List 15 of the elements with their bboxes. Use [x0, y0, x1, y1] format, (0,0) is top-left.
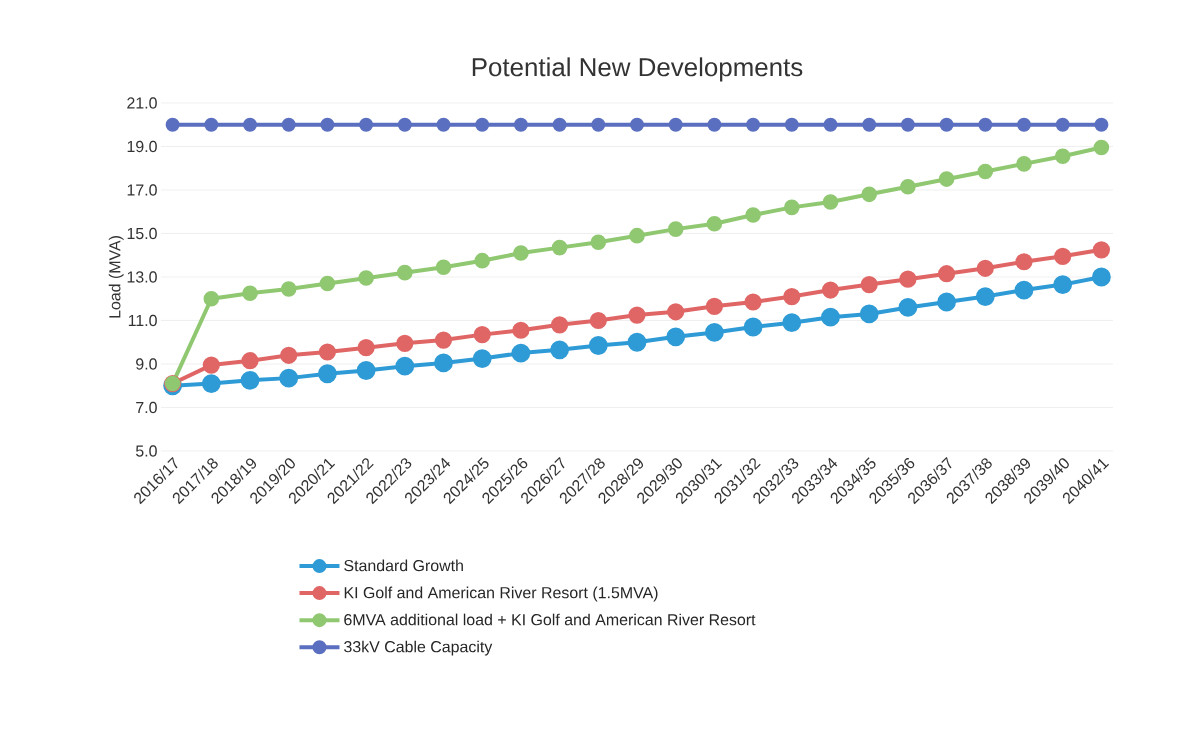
y-tick-label: 15.0: [127, 227, 157, 240]
y-tick-label: 11.0: [128, 314, 157, 327]
y-tick-label: 9.0: [136, 358, 157, 370]
legend-label: Standard Growth: [344, 559, 463, 572]
y-axis-title: Load (MVA): [108, 236, 124, 318]
y-tick-label: 19.0: [127, 140, 157, 153]
y-tick-label: 17.0: [127, 184, 157, 196]
legend-label: 6MVA additional load + KI Golf and American River Resort: [344, 613, 756, 626]
legend-label: KI Golf and American River Resort (1.5MVA): [344, 586, 658, 602]
y-tick-label: 13.0: [127, 271, 157, 283]
chart-title: Potential New Developments: [472, 57, 803, 82]
legend-label: 33kV Cable Capacity: [344, 640, 493, 656]
y-tick-label: 21.0: [127, 97, 157, 109]
y-tick-label: 5.0: [135, 445, 157, 457]
y-tick-label: 7.0: [136, 401, 157, 414]
